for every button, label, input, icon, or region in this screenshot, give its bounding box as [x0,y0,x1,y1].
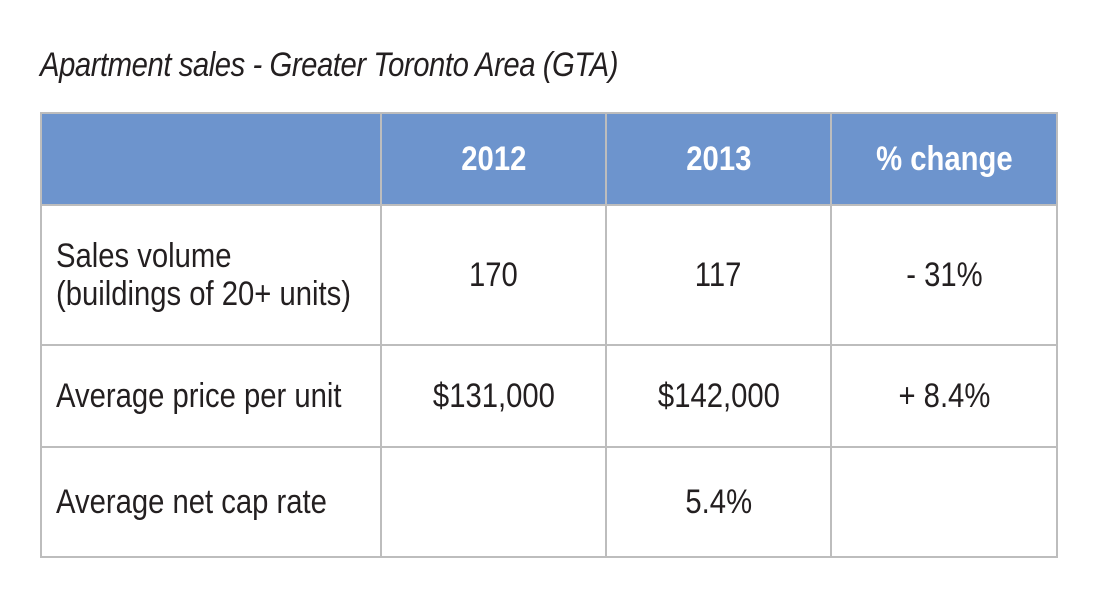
cell-average-price-change: + 8.4% [830,344,1058,448]
header-row: 2012 2013 % change [40,112,1058,206]
table-row: Average net cap rate 5.4% [40,446,1058,558]
cell-net-cap-rate-2013: 5.4% [605,446,832,558]
header-cell-2013: 2013 [605,112,832,206]
cell-average-price-2012: $131,000 [380,344,607,448]
cell-sales-volume-2013: 117 [605,204,832,346]
row-label-net-cap-rate: Average net cap rate [40,446,382,558]
row-label-average-price: Average price per unit [40,344,382,448]
header-cell-change: % change [830,112,1058,206]
cell-average-price-2013: $142,000 [605,344,832,448]
cell-sales-volume-2012: 170 [380,204,607,346]
table-row: Sales volume (buildings of 20+ units) 17… [40,204,1058,346]
cell-net-cap-rate-2012 [380,446,607,558]
table-row: Average price per unit $131,000 $142,000… [40,344,1058,448]
apartment-sales-table: 2012 2013 % change Sales volume (buildin… [40,112,1058,558]
header-cell-empty [40,112,382,206]
cell-sales-volume-change: - 31% [830,204,1058,346]
header-cell-2012: 2012 [380,112,607,206]
row-label-sales-volume: Sales volume (buildings of 20+ units) [40,204,382,346]
table-title: Apartment sales - Greater Toronto Area (… [40,46,619,84]
cell-net-cap-rate-change [830,446,1058,558]
